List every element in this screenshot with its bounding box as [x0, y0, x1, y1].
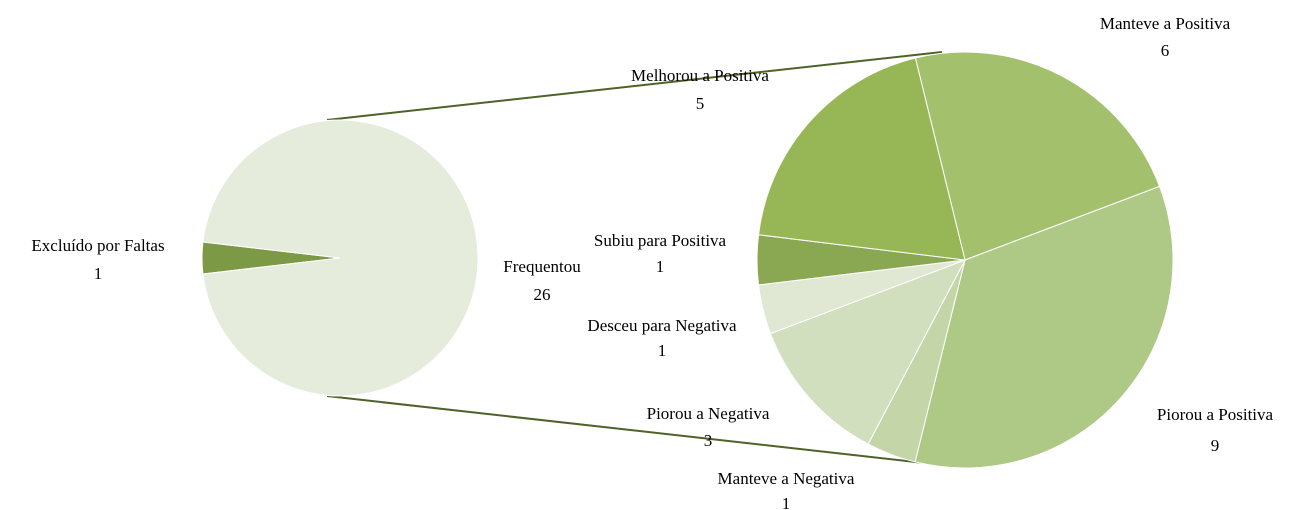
- slice-value: 6: [1161, 41, 1170, 60]
- slice-label: Piorou a Negativa: [647, 404, 770, 423]
- slice-value: 9: [1211, 436, 1220, 455]
- pie-slice: [914, 185, 1174, 469]
- pie-slice: [757, 57, 966, 261]
- pie-slice: [202, 119, 479, 397]
- connector-line: [326, 395, 943, 466]
- slice-value: 5: [696, 94, 705, 113]
- slice-label: Manteve a Negativa: [718, 469, 855, 488]
- slice-label: Manteve a Positiva: [1100, 14, 1231, 33]
- slice-label: Desceu para Negativa: [587, 316, 737, 335]
- slice-value: 1: [658, 341, 667, 360]
- connector-line: [326, 51, 943, 121]
- pie-slice: [914, 51, 1161, 261]
- slice-value: 1: [656, 257, 665, 276]
- slice-value: 26: [534, 285, 551, 304]
- slice-label: Melhorou a Positiva: [631, 66, 769, 85]
- pie-slice: [769, 259, 967, 445]
- slice-value: 3: [704, 431, 713, 450]
- slice-value: 1: [782, 494, 791, 510]
- slice-label: Excluído por Faltas: [31, 236, 164, 255]
- slice-label: Subiu para Positiva: [594, 231, 727, 250]
- slice-label: Piorou a Positiva: [1157, 405, 1274, 424]
- slice-label: Frequentou: [503, 257, 581, 276]
- slice-value: 1: [94, 264, 103, 283]
